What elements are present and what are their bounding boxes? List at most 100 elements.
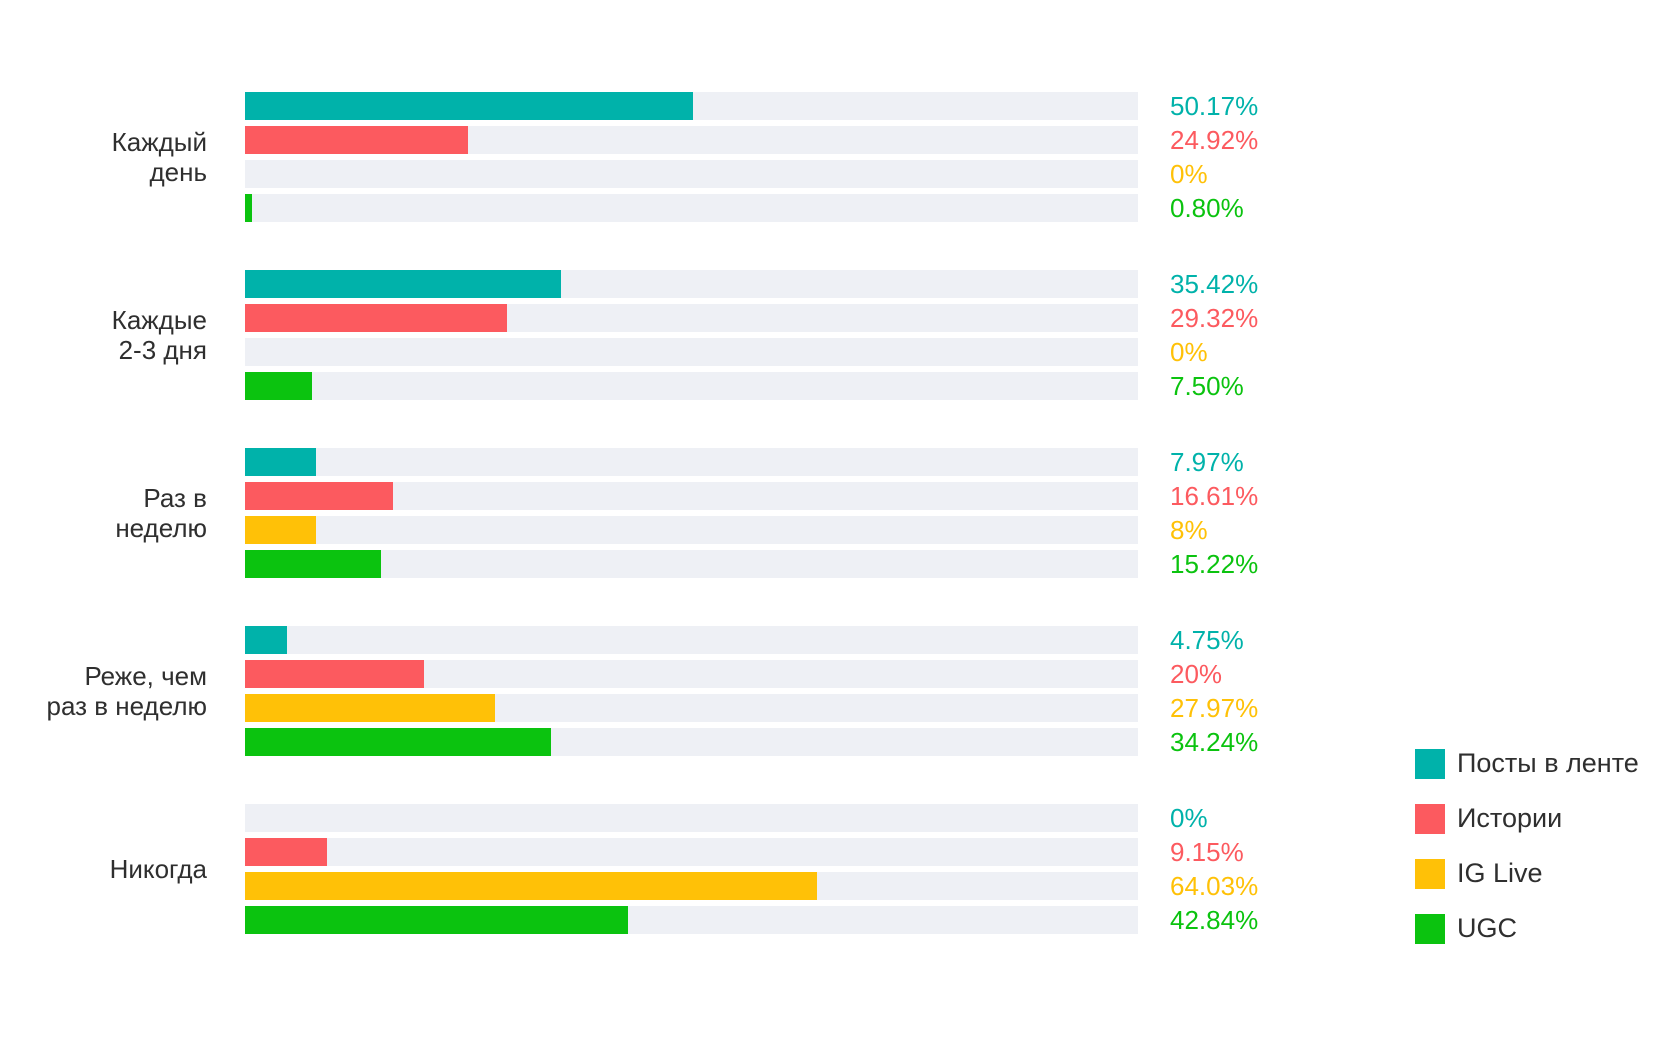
bar-track [245, 660, 1138, 688]
bar-row: 0.80% [245, 192, 1320, 223]
legend-label: Посты в ленте [1457, 748, 1639, 778]
bar-track [245, 626, 1138, 654]
bar-row: 16.61% [245, 480, 1320, 511]
bar-rows: 0% 9.15% 64.03% 42.84% [245, 802, 1320, 935]
bar-row: 0% [245, 336, 1320, 367]
bar [245, 270, 562, 298]
bar-track [245, 482, 1138, 510]
category-group: Реже, чем раз в неделю 4.75% 20% 27.97% 34.2… [0, 624, 1320, 757]
bar-row: 4.75% [245, 624, 1320, 655]
bar-track [245, 304, 1138, 332]
category-label: Раз в неделю [115, 482, 207, 543]
bar-row: 35.42% [245, 269, 1320, 299]
bar-track [245, 728, 1138, 756]
bar-track [245, 160, 1138, 188]
chart-groups: Каждый день 50.17% 24.92% 0% 0.80% Каждые 2-3… [0, 90, 1320, 935]
bar-row: 8% [245, 514, 1320, 545]
legend-item: IG Live [1415, 858, 1639, 889]
bar-track [245, 338, 1138, 366]
bar-track [245, 194, 1138, 222]
category-label: Никогда [109, 853, 207, 884]
bar-rows: 7.97% 16.61% 8% 15.22% [245, 447, 1320, 579]
bar-rows: 50.17% 24.92% 0% 0.80% [245, 90, 1320, 223]
bar-row: 7.97% [245, 447, 1320, 477]
bar [245, 126, 468, 154]
bar-track [245, 838, 1138, 866]
bar-row: 7.50% [245, 370, 1320, 401]
legend-label: IG Live [1457, 858, 1543, 888]
value-label: 34.24% [1170, 726, 1259, 757]
category-label: Реже, чем раз в неделю [46, 660, 208, 721]
bar-row: 50.17% [245, 90, 1320, 121]
bar-row: 27.97% [245, 692, 1320, 723]
bar-row: 20% [245, 658, 1320, 689]
bar-row: 64.03% [245, 870, 1320, 901]
legend-item: Посты в ленте [1415, 748, 1639, 779]
legend-swatch [1415, 858, 1445, 889]
value-label: 9.15% [1170, 836, 1244, 867]
bar-row: 24.92% [245, 124, 1320, 155]
bar [245, 516, 317, 544]
bar-row: 0% [245, 802, 1320, 833]
bar [245, 550, 381, 578]
bar [245, 92, 694, 120]
value-label: 20% [1170, 658, 1223, 689]
legend-item: Истории [1415, 803, 1639, 834]
category-group: Каждый день 50.17% 24.92% 0% 0.80% [0, 90, 1320, 223]
legend-swatch [1415, 913, 1445, 944]
bar-track [245, 92, 1138, 120]
bar-row: 29.32% [245, 302, 1320, 333]
bar [245, 626, 288, 654]
value-label: 42.84% [1170, 904, 1259, 935]
value-label: 8% [1170, 514, 1208, 545]
legend: Посты в ленте Истории IG Live UGC [1415, 748, 1639, 944]
bar-track [245, 694, 1138, 722]
legend-label: Истории [1457, 803, 1563, 833]
bar [245, 906, 628, 934]
bar-track [245, 906, 1138, 934]
bar [245, 482, 394, 510]
legend-swatch [1415, 803, 1445, 834]
legend-item: UGC [1415, 913, 1639, 944]
value-label: 24.92% [1170, 124, 1259, 155]
bar [245, 872, 817, 900]
bar-row: 42.84% [245, 904, 1320, 935]
value-label: 27.97% [1170, 692, 1259, 723]
value-label: 0% [1170, 336, 1208, 367]
value-label: 0.80% [1170, 192, 1244, 223]
category-label: Каждые 2-3 дня [111, 304, 207, 365]
bar [245, 372, 312, 400]
bar [245, 694, 495, 722]
bar-rows: 4.75% 20% 27.97% 34.24% [245, 624, 1320, 757]
bar-rows: 35.42% 29.32% 0% 7.50% [245, 269, 1320, 401]
value-label: 50.17% [1170, 90, 1259, 121]
category-label: Каждый день [111, 126, 207, 187]
value-label: 4.75% [1170, 624, 1244, 655]
bar [245, 194, 253, 222]
bar-row: 9.15% [245, 836, 1320, 867]
bar-track [245, 270, 1138, 298]
bar-track [245, 872, 1138, 900]
bar [245, 728, 551, 756]
value-label: 29.32% [1170, 302, 1259, 333]
value-label: 7.50% [1170, 370, 1244, 401]
bar [245, 838, 327, 866]
bar-track [245, 804, 1138, 832]
value-label: 15.22% [1170, 548, 1259, 579]
bar [245, 660, 424, 688]
bar-track [245, 550, 1138, 578]
legend-label: UGC [1457, 913, 1517, 943]
bar-track [245, 372, 1138, 400]
bar-row: 0% [245, 158, 1320, 189]
category-group: Раз в неделю 7.97% 16.61% 8% 15.22% [0, 447, 1320, 579]
value-label: 0% [1170, 158, 1208, 189]
bar-track [245, 126, 1138, 154]
value-label: 64.03% [1170, 870, 1259, 901]
bar-track [245, 516, 1138, 544]
bar [245, 448, 317, 476]
category-group: Каждые 2-3 дня 35.42% 29.32% 0% 7.50% [0, 269, 1320, 401]
value-label: 0% [1170, 802, 1208, 833]
value-label: 16.61% [1170, 480, 1259, 511]
bar [245, 304, 507, 332]
bar-row: 34.24% [245, 726, 1320, 757]
